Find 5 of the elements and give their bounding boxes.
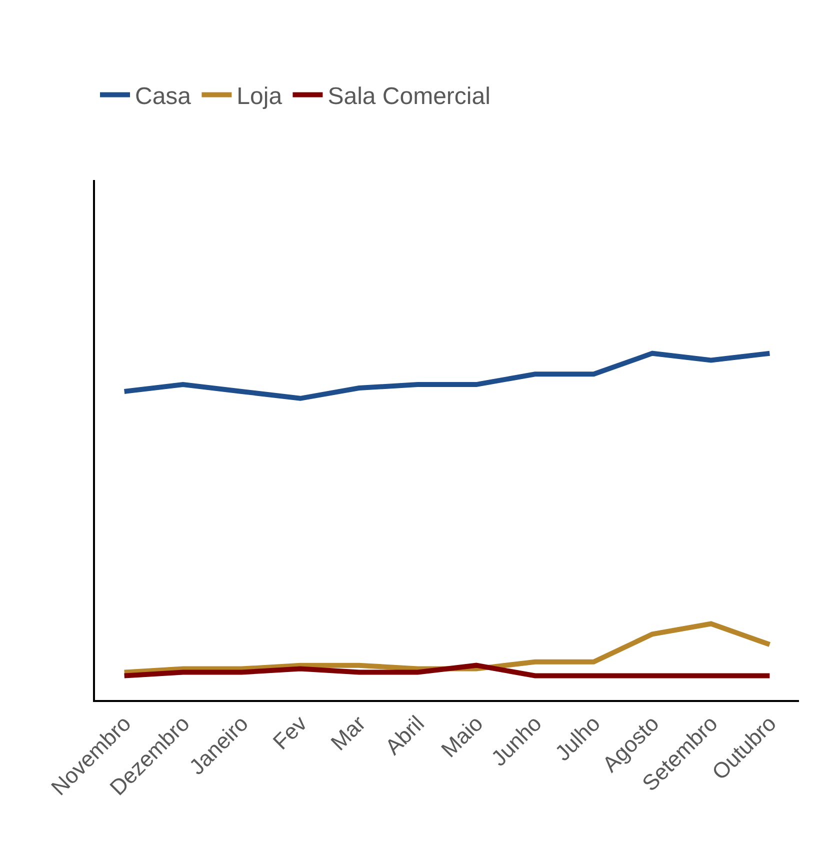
x-tick-label: Fev [268,710,312,754]
legend-label: Sala Comercial [328,83,490,110]
legend-label: Loja [236,83,283,110]
legend-label: Casa [135,83,192,110]
x-tick-label: Mar [326,710,370,756]
